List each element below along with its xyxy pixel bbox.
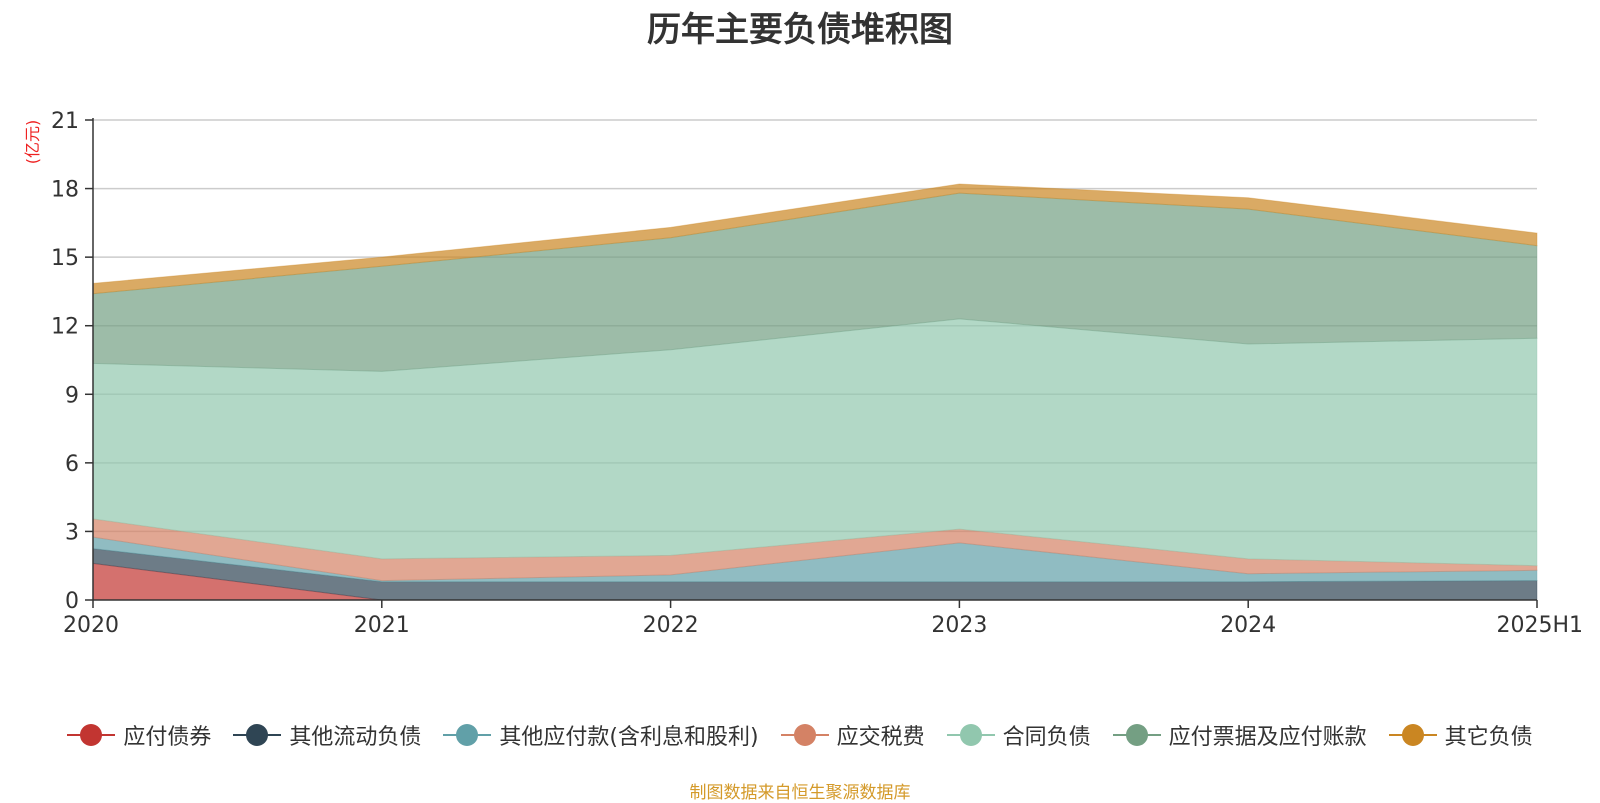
legend-item-4[interactable]: 应交税费	[780, 719, 925, 751]
legend-label: 应付债券	[123, 725, 212, 750]
legend: 应付债券 其他流动负债 其他应付款(含利息和股利) 应交税费 合同负债 应付票据及应付账款…	[0, 718, 1600, 752]
legend-label: 其他流动负债	[289, 725, 422, 750]
legend-marker-icon	[233, 723, 282, 747]
y-tick-label: 0	[65, 589, 79, 614]
legend-item-3[interactable]: 其他应付款(含利息和股利)	[443, 719, 759, 751]
y-tick-label: 9	[65, 383, 79, 408]
legend-item-7[interactable]: 其它负债	[1388, 719, 1533, 751]
legend-marker-icon	[67, 723, 116, 747]
y-tick-label: 18	[51, 178, 79, 203]
y-tick-label: 12	[51, 315, 79, 340]
legend-marker-icon	[443, 723, 492, 747]
legend-marker-icon	[780, 723, 829, 747]
legend-marker-icon	[946, 723, 995, 747]
legend-marker-icon	[1388, 723, 1437, 747]
x-tick-label: 2020	[63, 613, 119, 638]
y-tick-label: 3	[65, 520, 79, 545]
x-tick-label: 2023	[931, 613, 987, 638]
legend-label: 其它负债	[1444, 725, 1533, 750]
chart-title: 历年主要负债堆积图	[647, 10, 953, 50]
legend-label: 应付票据及应付账款	[1168, 725, 1367, 750]
x-tick-label: 2024	[1220, 613, 1276, 638]
legend-label: 合同负债	[1002, 725, 1091, 750]
legend-item-1[interactable]: 应付债券	[67, 719, 211, 751]
x-tick-label: 2022	[643, 613, 699, 638]
y-axis-unit-label: (亿元)	[23, 120, 42, 165]
legend-marker-icon	[1112, 723, 1161, 747]
legend-item-6[interactable]: 应付票据及应付账款	[1112, 719, 1367, 751]
area-series-7[interactable]	[92, 183, 1538, 295]
y-tick-label: 21	[51, 109, 79, 134]
area-series-layer	[92, 183, 1538, 601]
x-tick-label: 2025H1	[1496, 613, 1583, 638]
y-tick-label: 15	[51, 246, 79, 271]
legend-item-5[interactable]: 合同负债	[946, 719, 1091, 751]
y-tick-label: 6	[65, 452, 79, 477]
source-note: 制图数据来自恒生聚源数据库	[689, 783, 911, 803]
x-tick-label: 2021	[354, 613, 410, 638]
axes: 0 3 6 9 12 15 18 21 2020 2021 2022 2023 2024 2025H1	[51, 109, 1583, 638]
legend-item-2[interactable]: 其他流动负债	[233, 719, 421, 751]
legend-label: 应交税费	[836, 725, 925, 750]
legend-label: 其他应付款(含利息和股利)	[499, 725, 759, 750]
